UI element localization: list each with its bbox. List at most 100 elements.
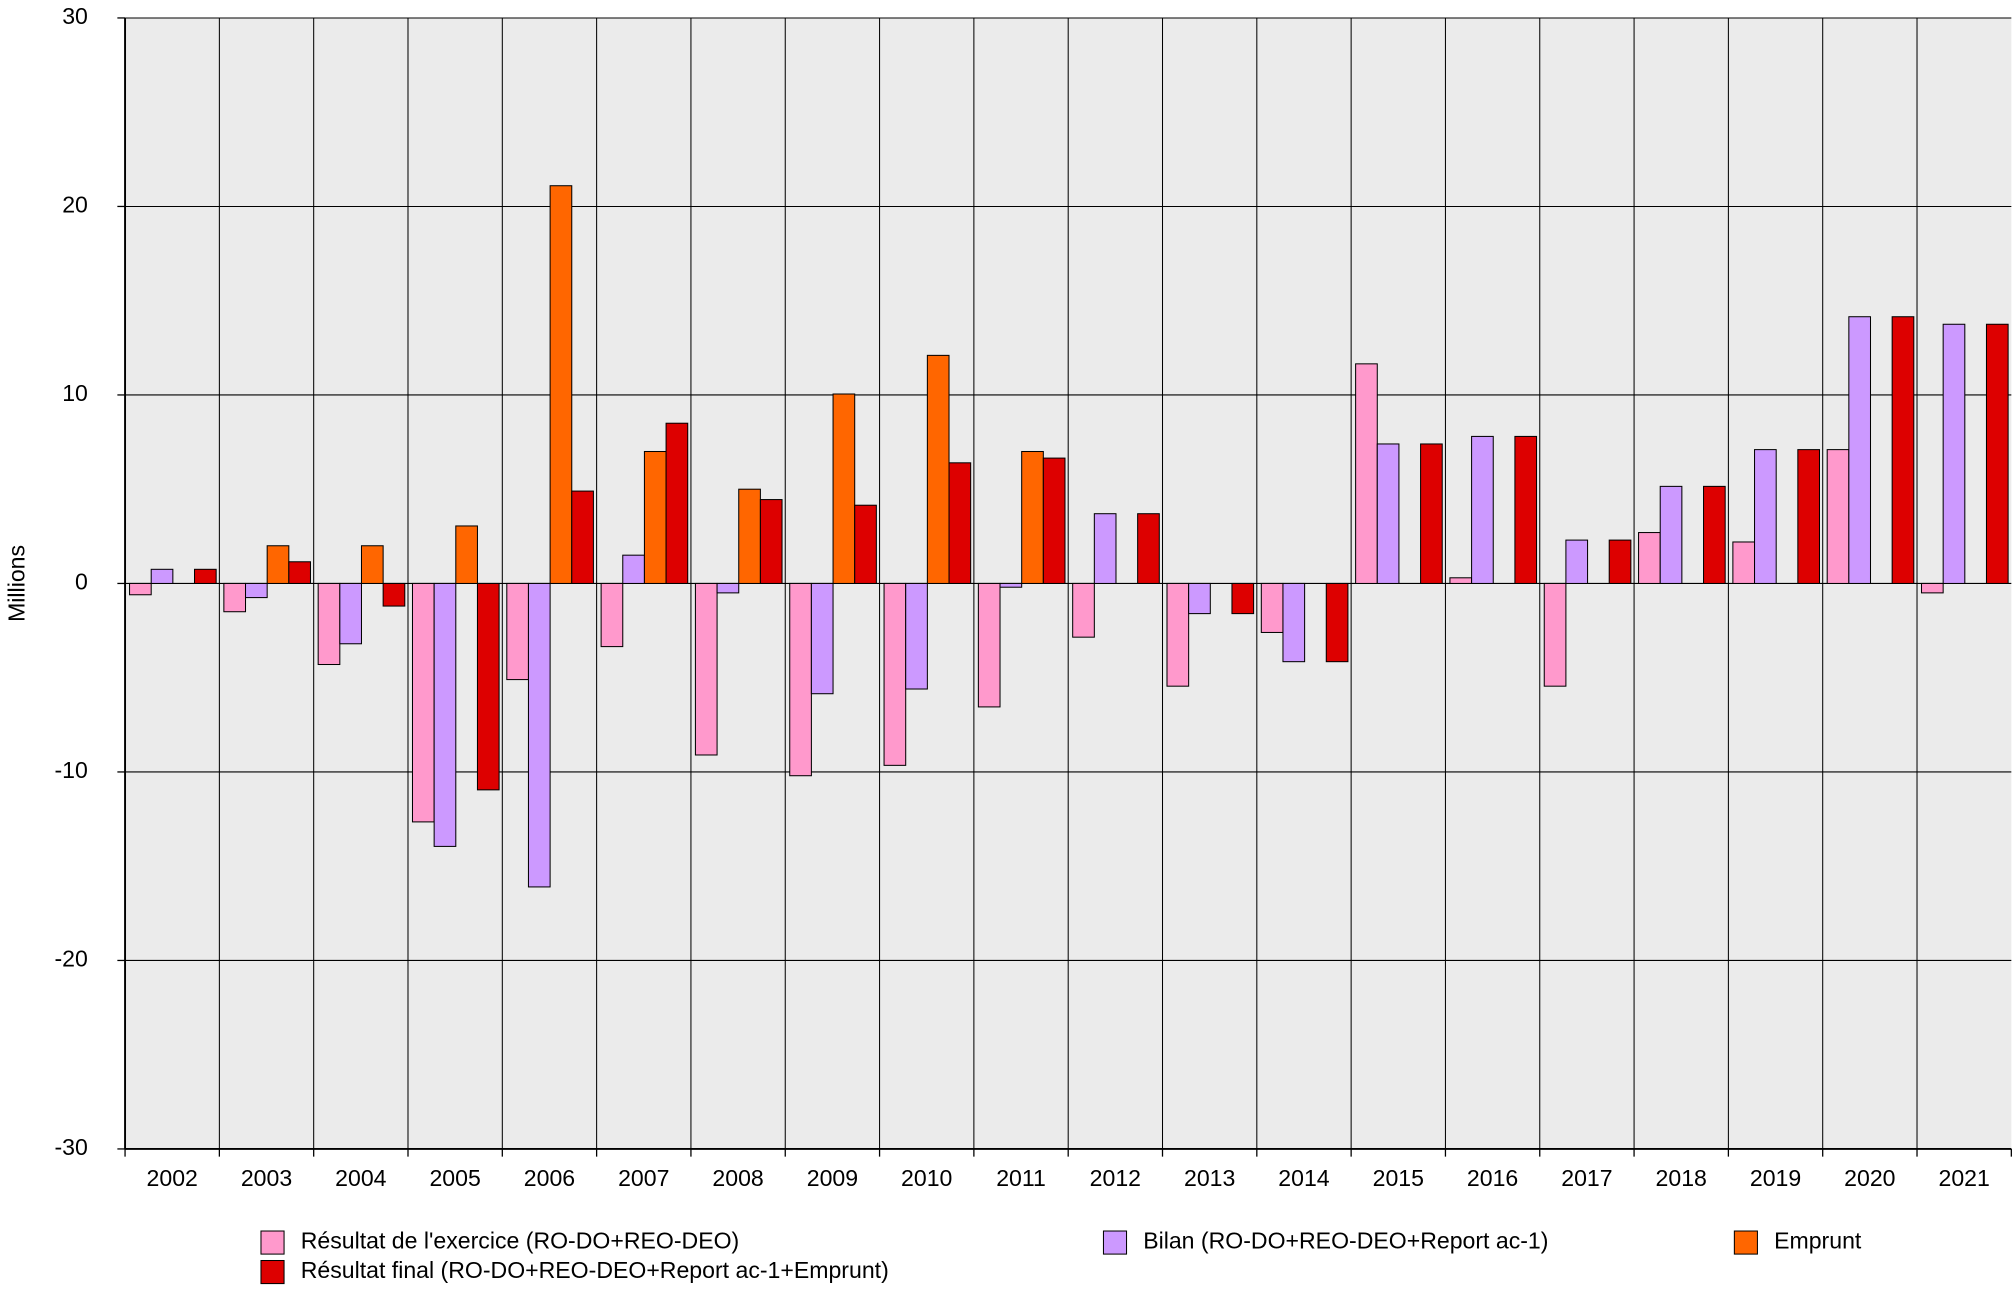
bar xyxy=(694,582,718,756)
bar xyxy=(1942,323,1966,584)
bar xyxy=(1325,582,1349,663)
x-tick-label: 2010 xyxy=(901,1165,952,1191)
bar xyxy=(571,490,594,584)
legend-swatch xyxy=(260,1259,285,1285)
bar xyxy=(1072,582,1095,638)
bar xyxy=(832,393,856,584)
bar xyxy=(433,582,457,847)
bar xyxy=(1355,363,1378,584)
bar xyxy=(600,582,624,648)
legend-label: Emprunt xyxy=(1774,1228,1862,1254)
x-tick-label: 2006 xyxy=(524,1165,575,1191)
bar xyxy=(1732,541,1756,584)
bar xyxy=(1797,449,1821,584)
bar xyxy=(1021,450,1044,584)
x-tick-label: 2009 xyxy=(807,1165,858,1191)
bar xyxy=(1231,582,1255,615)
x-tick-label: 2003 xyxy=(241,1165,292,1191)
bar xyxy=(759,499,783,584)
y-tick-label: 0 xyxy=(75,569,88,595)
bar xyxy=(1166,582,1190,687)
x-tick-label: 2014 xyxy=(1278,1165,1330,1191)
bar xyxy=(738,488,761,584)
x-tick-label: 2013 xyxy=(1184,1165,1235,1191)
x-tick-label: 2015 xyxy=(1373,1165,1424,1191)
bar xyxy=(382,582,406,607)
bar xyxy=(883,582,907,766)
bar xyxy=(193,568,217,584)
bar xyxy=(1608,539,1632,584)
x-tick-label: 2007 xyxy=(618,1165,669,1191)
bar xyxy=(810,582,834,695)
bar xyxy=(244,582,268,599)
bar xyxy=(1137,513,1160,584)
bar xyxy=(506,582,529,681)
bar xyxy=(1826,449,1850,584)
bar xyxy=(1471,435,1494,584)
bar xyxy=(223,582,247,613)
x-tick-label: 2020 xyxy=(1844,1165,1895,1191)
y-tick-label: 10 xyxy=(62,380,88,406)
bar xyxy=(1260,582,1284,633)
x-tick-label: 2018 xyxy=(1656,1165,1707,1191)
bar xyxy=(1188,582,1211,615)
legend-label: Bilan (RO-DO+REO-DEO+Report ac-1) xyxy=(1143,1228,1548,1254)
bar xyxy=(1985,323,2009,584)
bar xyxy=(266,545,290,584)
bar xyxy=(977,582,1001,708)
bar xyxy=(789,582,812,777)
x-tick-label: 2016 xyxy=(1467,1165,1518,1191)
y-tick-label: 20 xyxy=(62,192,88,218)
bar xyxy=(1042,457,1066,584)
legend-swatch xyxy=(260,1230,285,1255)
y-tick-label: -20 xyxy=(55,946,88,972)
bar xyxy=(999,582,1023,588)
bar xyxy=(716,582,740,594)
x-tick-label: 2011 xyxy=(996,1165,1046,1191)
bar xyxy=(1659,485,1683,584)
bar xyxy=(1282,582,1306,663)
bar xyxy=(1514,435,1538,584)
x-tick-label: 2017 xyxy=(1561,1165,1612,1191)
bar xyxy=(1093,513,1117,584)
bar xyxy=(1565,539,1589,584)
bar xyxy=(926,354,950,584)
bar xyxy=(476,582,500,791)
x-tick-label: 2005 xyxy=(429,1165,480,1191)
bar xyxy=(1376,443,1400,584)
y-tick-label: -30 xyxy=(55,1134,88,1160)
x-tick-label: 2019 xyxy=(1750,1165,1801,1191)
bar xyxy=(150,568,174,584)
y-axis-label: Millions xyxy=(4,545,30,622)
legend-swatch xyxy=(1102,1230,1128,1255)
bar xyxy=(1754,449,1777,584)
legend-label: Résultat de l'exercice (RO-DO+REO-DEO) xyxy=(301,1228,740,1254)
bar xyxy=(360,545,384,584)
bar xyxy=(549,185,573,584)
bar xyxy=(1848,316,1872,584)
bar xyxy=(527,582,551,888)
x-tick-label: 2021 xyxy=(1938,1165,1989,1191)
bar xyxy=(411,582,435,823)
bar xyxy=(1638,532,1661,584)
bar xyxy=(1543,582,1567,687)
y-tick-label: 30 xyxy=(62,3,88,29)
bar xyxy=(1449,577,1473,584)
bar xyxy=(455,525,478,584)
bar xyxy=(1891,316,1915,584)
bar xyxy=(905,582,928,690)
y-tick-label: -10 xyxy=(55,757,88,783)
legend-label: Résultat final (RO-DO+REO-DEO+Report ac-… xyxy=(301,1257,889,1283)
bar xyxy=(129,582,152,596)
bar xyxy=(854,504,877,584)
x-tick-label: 2004 xyxy=(335,1165,387,1191)
bar xyxy=(1703,485,1726,584)
bar xyxy=(948,462,972,584)
bar xyxy=(622,554,645,584)
legend-swatch xyxy=(1733,1230,1758,1255)
x-tick-label: 2012 xyxy=(1090,1165,1141,1191)
bar xyxy=(317,582,341,666)
bar xyxy=(643,450,667,584)
bar xyxy=(1420,443,1443,584)
